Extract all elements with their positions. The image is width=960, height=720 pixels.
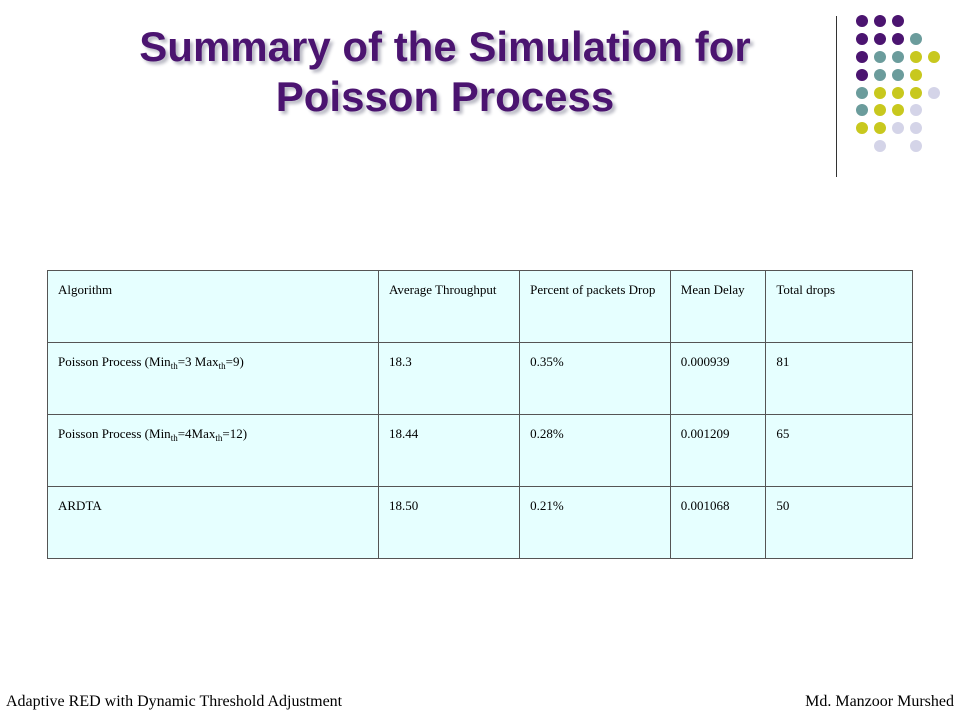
deco-dot <box>856 69 868 81</box>
title-line-2: Poisson Process <box>275 73 615 120</box>
deco-dot <box>856 87 868 99</box>
deco-dot <box>910 104 922 116</box>
decorative-divider <box>836 16 837 177</box>
table-header-row: Algorithm Average Throughput Percent of … <box>47 270 913 343</box>
deco-dot <box>874 51 886 63</box>
deco-dot <box>874 122 886 134</box>
deco-dot <box>892 104 904 116</box>
header-mean-delay: Mean Delay <box>669 270 767 343</box>
header-total-drops: Total drops <box>765 270 913 343</box>
cell-algorithm: Poisson Process (Minth=3 Maxth=9) <box>47 342 379 415</box>
deco-dot <box>874 140 886 152</box>
deco-dot <box>910 122 922 134</box>
deco-dot <box>910 51 922 63</box>
header-algorithm: Algorithm <box>47 270 379 343</box>
footer-presentation-title: Adaptive RED with Dynamic Threshold Adju… <box>6 693 343 710</box>
deco-dot <box>928 51 940 63</box>
deco-dot <box>856 33 868 45</box>
deco-dot <box>910 87 922 99</box>
cell-total-drops: 81 <box>765 342 913 415</box>
cell-mean-delay: 0.000939 <box>669 342 767 415</box>
cell-drop-percent: 0.28% <box>519 414 671 487</box>
deco-dot <box>892 122 904 134</box>
deco-dot <box>856 104 868 116</box>
deco-dot <box>874 15 886 27</box>
slide-title: Summary of the Simulation for Poisson Pr… <box>40 22 850 122</box>
alg-subscript: th <box>170 361 178 371</box>
deco-dot <box>874 69 886 81</box>
alg-text: =12) <box>222 426 248 441</box>
deco-dot <box>856 51 868 63</box>
deco-dot <box>892 87 904 99</box>
alg-subscript: th <box>218 361 226 371</box>
deco-dot <box>856 122 868 134</box>
deco-dot <box>910 140 922 152</box>
cell-throughput: 18.50 <box>377 486 521 559</box>
table-row: Poisson Process (Minth=4Maxth=12) 18.44 … <box>47 414 913 487</box>
summary-table: Algorithm Average Throughput Percent of … <box>47 270 913 559</box>
header-average-throughput: Average Throughput <box>377 270 521 343</box>
deco-dot <box>874 33 886 45</box>
title-line-1: Summary of the Simulation for <box>139 23 751 70</box>
deco-dot <box>892 15 904 27</box>
decorative-dot-grid <box>856 15 940 152</box>
cell-algorithm: ARDTA <box>47 486 379 559</box>
cell-mean-delay: 0.001068 <box>669 486 767 559</box>
alg-text: =3 Max <box>177 354 219 369</box>
deco-dot <box>928 87 940 99</box>
table-row: Poisson Process (Minth=3 Maxth=9) 18.3 0… <box>47 342 913 415</box>
alg-text: Poisson Process (Min <box>58 354 171 369</box>
header-percent-drop: Percent of packets Drop <box>519 270 671 343</box>
alg-text: Poisson Process (Min <box>58 426 171 441</box>
deco-dot <box>892 33 904 45</box>
cell-drop-percent: 0.35% <box>519 342 671 415</box>
deco-dot <box>910 69 922 81</box>
footer-author: Md. Manzoor Murshed <box>805 693 954 710</box>
cell-throughput: 18.44 <box>377 414 521 487</box>
cell-throughput: 18.3 <box>377 342 521 415</box>
cell-drop-percent: 0.21% <box>519 486 671 559</box>
table-row: ARDTA 18.50 0.21% 0.001068 50 <box>47 486 913 559</box>
alg-text: =9) <box>225 354 244 369</box>
deco-dot <box>892 51 904 63</box>
alg-subscript: th <box>215 433 223 443</box>
deco-dot <box>874 104 886 116</box>
alg-text: =4Max <box>177 426 216 441</box>
cell-total-drops: 50 <box>765 486 913 559</box>
cell-algorithm: Poisson Process (Minth=4Maxth=12) <box>47 414 379 487</box>
deco-dot <box>892 69 904 81</box>
alg-subscript: th <box>170 433 178 443</box>
cell-mean-delay: 0.001209 <box>669 414 767 487</box>
deco-dot <box>874 87 886 99</box>
cell-total-drops: 65 <box>765 414 913 487</box>
deco-dot <box>910 33 922 45</box>
deco-dot <box>856 15 868 27</box>
